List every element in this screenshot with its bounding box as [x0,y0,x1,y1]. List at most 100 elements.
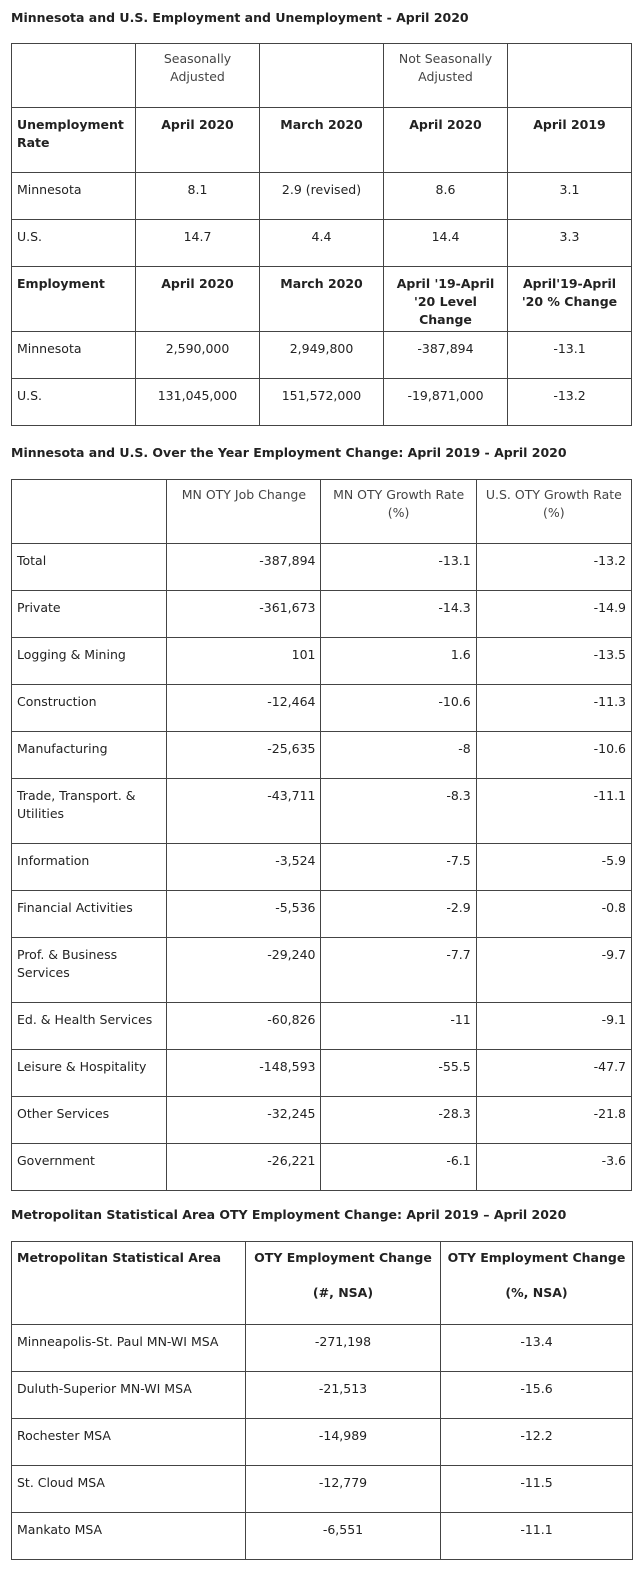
table-cell: 2.9 (revised) [259,172,384,220]
table-cell: -148,593 [166,1049,322,1097]
table-cell: -11.1 [475,778,633,844]
table-row: Total -387,894 -13.1 -13.2 [10,543,633,591]
table-cell: -12,464 [166,684,322,732]
table-cell: -8 [320,731,477,779]
header-line: OTY Employment Change [254,1250,432,1265]
table-header-cell: U.S. OTY Growth Rate (%) [475,479,633,544]
table-cell: -15.6 [440,1371,633,1419]
table-cell: 3.3 [507,219,632,267]
table-row: Duluth-Superior MN-WI MSA -21,513 -15.6 [11,1371,633,1419]
empty-cell [11,43,136,108]
table-header-cell: OTY Employment Change (#, NSA) [245,1241,441,1325]
table-header-cell: MN OTY Growth Rate (%) [320,479,477,544]
table-cell: -28.3 [320,1096,477,1144]
msa-employment-change-table: Metropolitan Statistical Area OTY Employ… [11,1241,633,1560]
table-cell: -14,989 [245,1418,441,1466]
table-header-cell: March 2020 [259,107,384,173]
table-cell: 131,045,000 [135,378,260,426]
table-cell: -0.8 [475,890,633,938]
table-cell: -2.9 [320,890,477,938]
table-cell: -55.5 [320,1049,477,1097]
table-cell: 14.4 [383,219,508,267]
table-cell: -9.7 [475,937,633,1003]
table-cell: -21,513 [245,1371,441,1419]
table-row: Rochester MSA -14,989 -12.2 [11,1418,633,1466]
table-cell: -8.3 [320,778,477,844]
table-cell: -11.1 [440,1512,633,1560]
table-cell: Other Services [10,1096,168,1144]
table-cell: -14.9 [475,590,633,638]
table-cell: -13.1 [320,543,477,591]
table-cell: -13.2 [475,543,633,591]
table-cell: Rochester MSA [11,1418,246,1466]
table-cell: -32,245 [166,1096,322,1144]
header-subline: (%, NSA) [505,1285,568,1300]
table-row: Construction -12,464 -10.6 -11.3 [10,684,633,732]
table-cell: -43,711 [166,778,322,844]
table-cell: -10.6 [320,684,477,732]
table-row: St. Cloud MSA -12,779 -11.5 [11,1465,633,1513]
table-cell: -13.1 [507,331,632,379]
table-cell: -47.7 [475,1049,633,1097]
table-cell: Trade, Transport. & Utilities [10,778,168,844]
empty-cell [10,479,168,544]
table-cell: -21.8 [475,1096,633,1144]
table-cell: -271,198 [245,1324,441,1372]
table-cell: -29,240 [166,937,322,1003]
unemployment-employment-table: Seasonally Adjusted Not Seasonally Adjus… [11,43,632,426]
table-cell: -5.9 [475,843,633,891]
group-header-row: Seasonally Adjusted Not Seasonally Adjus… [11,43,632,108]
table-cell: Prof. & Business Services [10,937,168,1003]
table-cell: Logging & Mining [10,637,168,685]
table-row: Information -3,524 -7.5 -5.9 [10,843,633,891]
table-header-row: MN OTY Job Change MN OTY Growth Rate (%)… [10,479,633,544]
table-cell: -361,673 [166,590,322,638]
table-cell: Ed. & Health Services [10,1002,168,1050]
table-row: Ed. & Health Services -60,826 -11 -9.1 [10,1002,633,1050]
table-cell: -12.2 [440,1418,633,1466]
table-cell: 3.1 [507,172,632,220]
table-cell: -7.7 [320,937,477,1003]
table-cell: 2,949,800 [259,331,384,379]
table-header-cell: MN OTY Job Change [166,479,322,544]
table-row: Minneapolis-St. Paul MN-WI MSA -271,198 … [11,1324,633,1372]
table-cell: -6.1 [320,1143,477,1191]
table-cell: 2,590,000 [135,331,260,379]
table-row: Financial Activities -5,536 -2.9 -0.8 [10,890,633,938]
table-header-cell: Metropolitan Statistical Area [11,1241,246,1325]
section3-title: Metropolitan Statistical Area OTY Employ… [11,1207,567,1222]
table-cell: Manufacturing [10,731,168,779]
table-row: Minnesota 2,590,000 2,949,800 -387,894 -… [11,331,632,379]
table-cell: -10.6 [475,731,633,779]
table-cell: -11.3 [475,684,633,732]
table-cell: -387,894 [383,331,508,379]
table-header-cell: OTY Employment Change (%, NSA) [440,1241,633,1325]
not-seasonally-adjusted-label: Not Seasonally Adjusted [383,43,508,108]
table-cell: U.S. [11,378,136,426]
table-row: Other Services -32,245 -28.3 -21.8 [10,1096,633,1144]
table-cell: Leisure & Hospitality [10,1049,168,1097]
table-row: Mankato MSA -6,551 -11.1 [11,1512,633,1560]
table-cell: Minnesota [11,172,136,220]
table-header-cell: Employment [11,266,136,332]
table-cell: 14.7 [135,219,260,267]
table-cell: -11.5 [440,1465,633,1513]
table-cell: Minneapolis-St. Paul MN-WI MSA [11,1324,246,1372]
table-cell: -19,871,000 [383,378,508,426]
table-cell: 101 [166,637,322,685]
table-cell: -387,894 [166,543,322,591]
empty-cell [507,43,632,108]
table-header-row: Metropolitan Statistical Area OTY Employ… [11,1241,633,1325]
table-cell: Information [10,843,168,891]
table-cell: -5,536 [166,890,322,938]
table-header-cell: April 2019 [507,107,632,173]
table-cell: Minnesota [11,331,136,379]
table-cell: -6,551 [245,1512,441,1560]
table-cell: Mankato MSA [11,1512,246,1560]
table-cell: 8.1 [135,172,260,220]
section1-title: Minnesota and U.S. Employment and Unempl… [11,10,469,25]
table-cell: -3.6 [475,1143,633,1191]
table-cell: -13.2 [507,378,632,426]
table-cell: -9.1 [475,1002,633,1050]
oty-employment-change-table: MN OTY Job Change MN OTY Growth Rate (%)… [10,479,633,1191]
